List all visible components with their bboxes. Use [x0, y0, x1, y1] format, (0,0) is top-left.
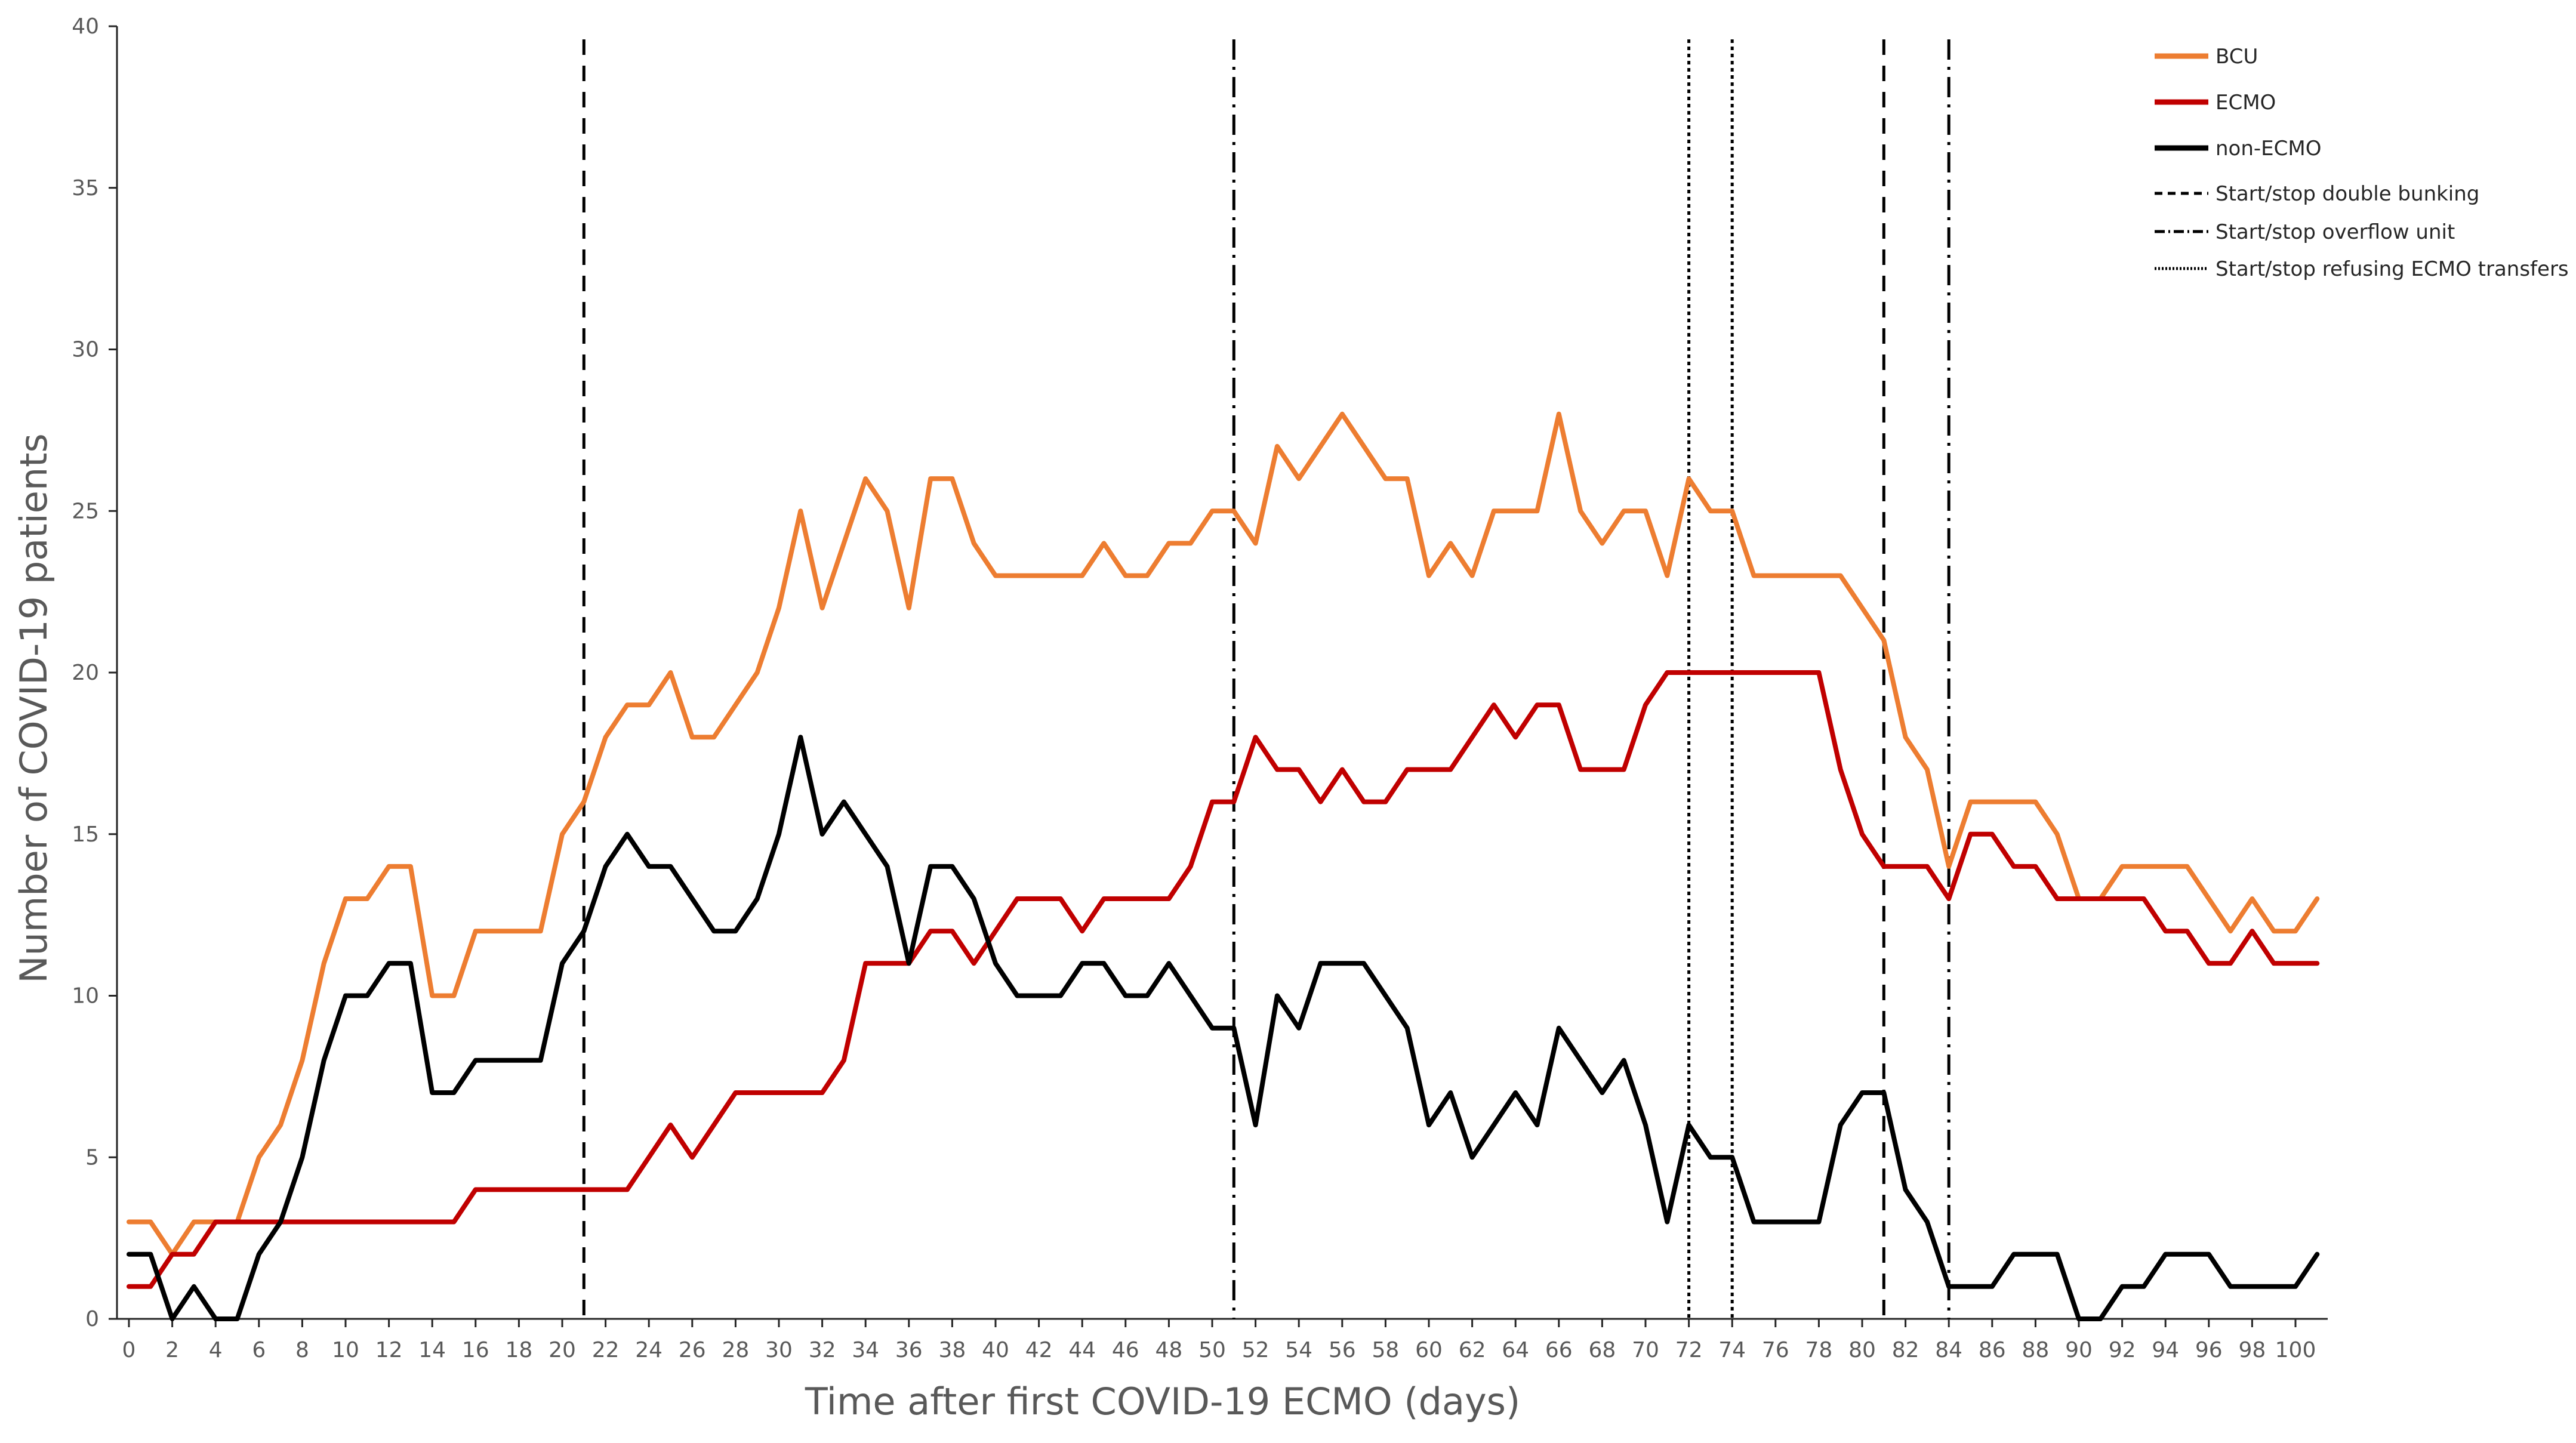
x-tick-label: 60 [1415, 1338, 1443, 1362]
x-tick-label: 34 [852, 1338, 879, 1362]
legend-label: Start/stop double bunking [2216, 182, 2479, 206]
series-line [127, 670, 2320, 1289]
x-tick-label: 80 [1848, 1338, 1876, 1362]
x-tick-label: 48 [1155, 1338, 1182, 1362]
y-tick-label: 0 [85, 1307, 99, 1331]
x-tick-label: 36 [895, 1338, 923, 1362]
x-tick-label: 78 [1805, 1338, 1832, 1362]
y-tick-label: 40 [72, 14, 99, 39]
x-tick-label: 86 [1979, 1338, 2006, 1362]
x-tick-label: 52 [1242, 1338, 1269, 1362]
x-tick-label: 16 [462, 1338, 489, 1362]
y-tick-label: 15 [72, 822, 99, 847]
x-tick-label: 6 [252, 1338, 266, 1362]
reference-lines [582, 39, 1951, 1319]
x-tick-label: 88 [2022, 1338, 2049, 1362]
legend-label: BCU [2216, 45, 2258, 69]
x-tick-label: 58 [1372, 1338, 1399, 1362]
series-line [127, 411, 2320, 1257]
x-tick-label: 70 [1632, 1338, 1659, 1362]
x-tick-label: 100 [2275, 1338, 2316, 1362]
series-lines [127, 411, 2320, 1321]
x-tick-label: 98 [2238, 1338, 2266, 1362]
x-tick-label: 26 [679, 1338, 706, 1362]
y-axis-title: Number of COVID-19 patients [12, 433, 56, 983]
x-tick-label: 64 [1502, 1338, 1529, 1362]
x-tick-label: 32 [809, 1338, 836, 1362]
x-tick-label: 94 [2152, 1338, 2179, 1362]
x-tick-label: 30 [765, 1338, 793, 1362]
x-tick-label: 20 [549, 1338, 576, 1362]
x-tick-label: 22 [592, 1338, 620, 1362]
x-tick-label: 92 [2109, 1338, 2136, 1362]
x-tick-label: 44 [1068, 1338, 1096, 1362]
y-tick-label: 10 [72, 984, 99, 1009]
legend-label: Start/stop overflow unit [2216, 220, 2455, 244]
x-tick-label: 24 [635, 1338, 663, 1362]
x-tick-label: 14 [418, 1338, 446, 1362]
x-tick-label: 12 [375, 1338, 403, 1362]
legend: BCU ECMO non-ECMO Start/stop double bunking… [2155, 45, 2569, 281]
x-tick-label: 82 [1892, 1338, 1919, 1362]
y-tick-label: 35 [72, 176, 99, 201]
y-tick-label: 25 [72, 499, 99, 523]
legend-label: Start/stop refusing ECMO transfers [2216, 257, 2569, 281]
x-axis-title: Time after first COVID-19 ECMO (days) [805, 1380, 1520, 1423]
y-tick-label: 20 [72, 661, 99, 685]
x-tick-label: 66 [1545, 1338, 1573, 1362]
x-tick-label: 50 [1198, 1338, 1226, 1362]
x-tick-label: 8 [295, 1338, 309, 1362]
y-tick-label: 5 [85, 1145, 99, 1170]
x-tick-label: 90 [2065, 1338, 2093, 1362]
y-tick-label: 30 [72, 338, 99, 362]
x-tick-label: 40 [982, 1338, 1009, 1362]
x-tick-label: 0 [122, 1338, 136, 1362]
x-tick-label: 54 [1285, 1338, 1312, 1362]
x-tick-label: 96 [2195, 1338, 2223, 1362]
x-tick-label: 62 [1459, 1338, 1486, 1362]
x-tick-label: 72 [1675, 1338, 1703, 1362]
x-tick-label: 76 [1762, 1338, 1789, 1362]
legend-label: non-ECMO [2216, 137, 2322, 161]
x-tick-label: 56 [1329, 1338, 1356, 1362]
x-tick-label: 74 [1718, 1338, 1746, 1362]
x-tick-label: 42 [1025, 1338, 1053, 1362]
x-tick-label: 38 [938, 1338, 966, 1362]
x-tick-label: 84 [1935, 1338, 1962, 1362]
x-tick-label: 2 [165, 1338, 179, 1362]
x-tick-label: 4 [209, 1338, 223, 1362]
series-line [127, 735, 2320, 1321]
x-tick-label: 10 [332, 1338, 359, 1362]
legend-label: ECMO [2216, 91, 2276, 115]
x-tick-label: 46 [1112, 1338, 1139, 1362]
x-tick-label: 68 [1588, 1338, 1616, 1362]
x-tick-label: 18 [505, 1338, 532, 1362]
x-tick-label: 28 [722, 1338, 749, 1362]
